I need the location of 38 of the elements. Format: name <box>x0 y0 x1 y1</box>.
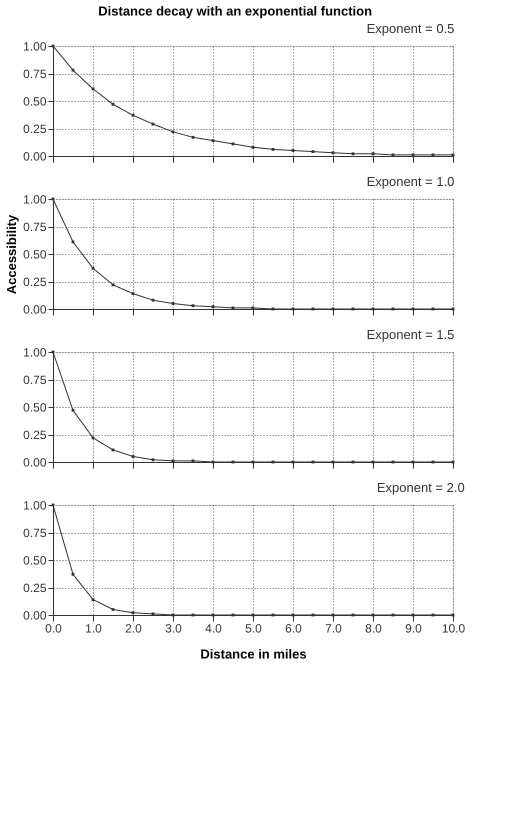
y-tick-label: 0.00 <box>23 150 47 164</box>
x-tick-label: 5.0 <box>245 622 262 636</box>
chart-subtitle: Exponent = 1.0 <box>366 174 454 189</box>
x-tick-label: 8.0 <box>365 622 382 636</box>
x-tick-label: 4.0 <box>205 622 222 636</box>
y-tick-label: 0.75 <box>23 526 47 540</box>
y-tick-label: 0.00 <box>23 608 47 622</box>
y-tick-label: 0.00 <box>23 456 47 470</box>
x-tick-label: 10.0 <box>442 622 466 636</box>
chart-subtitle: Exponent = 1.5 <box>366 327 454 342</box>
y-tick-label: 1.00 <box>23 40 47 54</box>
y-tick-label: 1.00 <box>23 498 47 512</box>
y-tick-label: 0.50 <box>23 94 47 108</box>
x-tick-label: 6.0 <box>285 622 302 636</box>
y-tick-label: 0.25 <box>23 122 47 136</box>
y-tick-label: 0.50 <box>23 400 47 414</box>
y-tick-label: 0.25 <box>23 428 47 442</box>
y-axis-title: Accessibility <box>4 214 20 294</box>
y-tick-label: 0.25 <box>23 581 47 595</box>
x-axis-title: Distance in miles <box>200 646 307 662</box>
y-tick-label: 0.25 <box>23 275 47 289</box>
x-tick-label: 9.0 <box>405 622 422 636</box>
x-tick-label: 1.0 <box>85 622 102 636</box>
y-tick-label: 0.50 <box>23 248 47 262</box>
y-tick-label: 0.75 <box>23 67 47 81</box>
x-tick-label: 0.0 <box>45 622 62 636</box>
y-tick-label: 0.75 <box>23 220 47 234</box>
chart-title: Distance decay with an exponential function <box>98 4 372 18</box>
y-tick-label: 1.00 <box>23 192 47 206</box>
x-tick-label: 3.0 <box>165 622 182 636</box>
chart-subtitle: Exponent = 0.5 <box>366 21 454 36</box>
y-tick-label: 0.50 <box>23 554 47 568</box>
y-tick-label: 0.00 <box>23 302 47 316</box>
x-tick-label: 7.0 <box>325 622 342 636</box>
y-tick-label: 0.75 <box>23 373 47 387</box>
x-tick-label: 2.0 <box>125 622 142 636</box>
chart-subtitle: Exponent = 2.0 <box>376 480 465 495</box>
y-tick-label: 1.00 <box>23 346 47 360</box>
